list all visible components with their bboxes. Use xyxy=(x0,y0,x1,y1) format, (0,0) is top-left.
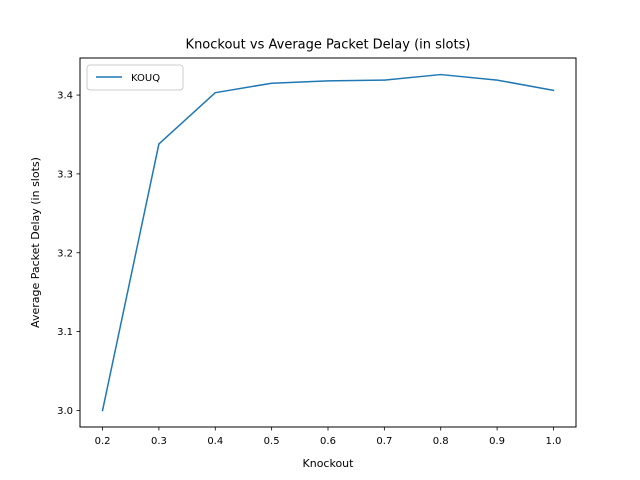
y-axis-ticks: 3.0 3.1 3.2 3.3 3.4 xyxy=(57,91,80,417)
x-tick-label: 0.2 xyxy=(95,436,111,447)
x-tick-label: 0.5 xyxy=(264,436,280,447)
series-layer xyxy=(101,73,555,412)
chart-title: Knockout vs Average Packet Delay (in slo… xyxy=(186,38,471,53)
y-tick-label: 3.3 xyxy=(57,169,73,180)
x-tick-label: 0.7 xyxy=(376,436,392,447)
y-tick-label: 3.2 xyxy=(57,248,73,259)
legend-label-kouq: KOUQ xyxy=(131,73,160,84)
y-tick-label: 3.4 xyxy=(57,91,73,102)
x-tick-label: 0.6 xyxy=(320,436,336,447)
x-axis-label: Knockout xyxy=(303,457,355,470)
x-axis-ticks: 0.2 0.3 0.4 0.5 0.6 0.7 0.8 0.9 1.0 xyxy=(95,427,562,447)
legend: KOUQ xyxy=(86,64,184,91)
x-tick-label: 1.0 xyxy=(546,436,562,447)
y-tick-label: 3.1 xyxy=(57,327,73,338)
x-tick-label: 0.8 xyxy=(433,436,449,447)
legend-frame xyxy=(86,64,184,91)
y-axis-label: Average Packet Delay (in slots) xyxy=(29,157,42,328)
plot-frame xyxy=(79,57,577,428)
x-tick-label: 0.3 xyxy=(151,436,167,447)
y-tick-label: 3.0 xyxy=(57,406,73,417)
x-tick-label: 0.4 xyxy=(207,436,223,447)
plot-area xyxy=(80,58,576,427)
x-tick-label: 0.9 xyxy=(489,436,505,447)
